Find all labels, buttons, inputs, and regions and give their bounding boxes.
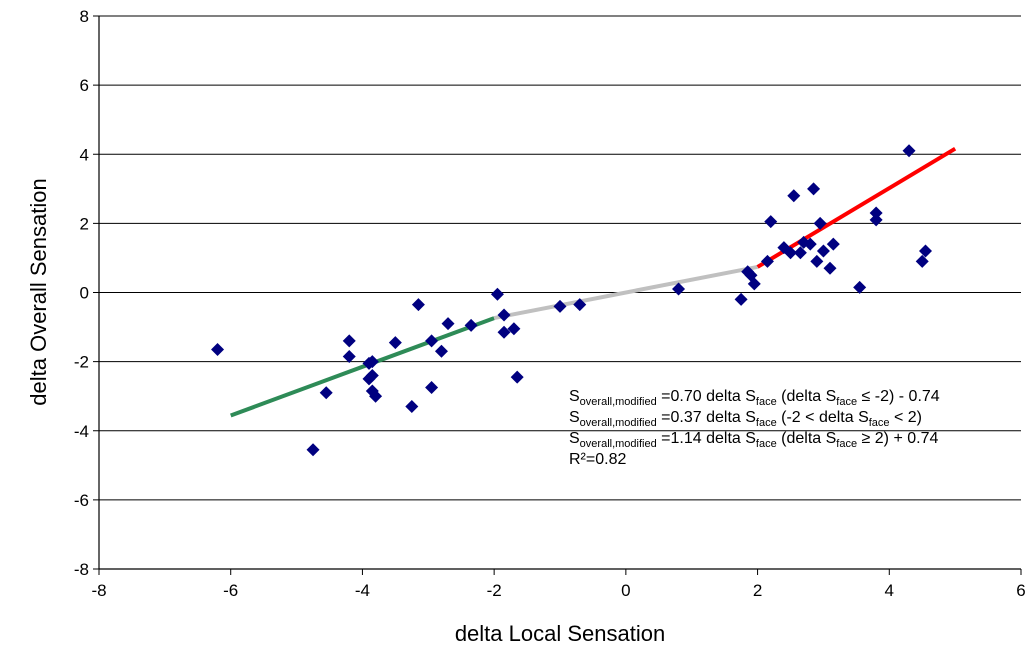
x-tick-label: 4 — [885, 581, 894, 600]
y-tick-label: 4 — [80, 145, 89, 164]
gridlines — [99, 15, 1021, 570]
data-point — [810, 254, 824, 268]
x-tick-label: 6 — [1016, 581, 1025, 600]
x-tick-label: 0 — [621, 581, 630, 600]
data-point — [813, 216, 827, 230]
y-tick-label: -4 — [74, 422, 89, 441]
equation-annotations: Soverall,modified =0.70 delta Sface (del… — [569, 388, 940, 468]
equation-line: Soverall,modified =0.37 delta Sface (-2 … — [569, 409, 922, 429]
data-point — [823, 261, 837, 275]
data-point — [672, 282, 686, 296]
data-point — [490, 287, 504, 301]
data-point — [803, 237, 817, 251]
data-point — [342, 349, 356, 363]
y-tick-label: -2 — [74, 353, 89, 372]
data-points — [211, 144, 933, 457]
data-point — [464, 318, 478, 332]
data-point — [497, 325, 511, 339]
data-point — [869, 206, 883, 220]
y-axis-title: delta Overall Sensation — [26, 178, 51, 405]
y-tick-label: 2 — [80, 214, 89, 233]
data-point — [425, 381, 439, 395]
data-point — [553, 299, 567, 313]
data-point — [342, 334, 356, 348]
fit-line — [493, 264, 758, 321]
x-tick-label: -6 — [223, 581, 238, 600]
data-point — [853, 280, 867, 294]
data-point — [902, 144, 916, 158]
data-point — [388, 336, 402, 350]
y-tick-label: 0 — [80, 284, 89, 303]
data-point — [369, 389, 383, 403]
data-point — [411, 298, 425, 312]
x-tick-label: -8 — [91, 581, 106, 600]
data-point — [441, 317, 455, 331]
data-point — [497, 308, 511, 322]
data-point — [365, 368, 379, 382]
data-point — [365, 355, 379, 369]
data-point — [919, 244, 933, 258]
equation-line: Soverall,modified =0.70 delta Sface (del… — [569, 388, 940, 408]
x-tick-label: 2 — [753, 581, 762, 600]
data-point — [787, 189, 801, 203]
data-point — [425, 334, 439, 348]
data-point — [764, 215, 778, 229]
data-point — [507, 322, 521, 336]
data-point — [211, 343, 225, 357]
data-point — [405, 400, 419, 414]
data-point — [573, 298, 587, 312]
equation-line: Soverall,modified =1.14 delta Sface (del… — [569, 430, 938, 450]
data-point — [807, 182, 821, 196]
y-tick-label: -8 — [74, 560, 89, 579]
data-point — [510, 370, 524, 384]
y-tick-label: 8 — [80, 7, 89, 26]
data-point — [747, 277, 761, 291]
tick-labels: -8 -6 -4 -2 0 2 4 6 8 6 4 2 0 -2 -4 -6 -8 — [74, 7, 1026, 600]
data-point — [319, 386, 333, 400]
x-tick-label: -2 — [487, 581, 502, 600]
fit-lines — [230, 147, 957, 418]
data-point — [869, 213, 883, 227]
data-point — [793, 246, 807, 260]
x-tick-label: -4 — [355, 581, 370, 600]
y-tick-label: 6 — [80, 76, 89, 95]
x-axis-title: delta Local Sensation — [455, 621, 665, 646]
fit-line — [230, 316, 495, 418]
data-point — [760, 254, 774, 268]
y-tick-label: -6 — [74, 491, 89, 510]
data-point — [816, 244, 830, 258]
data-point — [734, 292, 748, 306]
data-point — [306, 443, 320, 457]
data-point — [784, 246, 797, 260]
equation-line: R²=0.82 — [569, 451, 626, 468]
data-point — [915, 254, 929, 268]
data-point — [434, 344, 448, 358]
data-point — [826, 237, 840, 251]
